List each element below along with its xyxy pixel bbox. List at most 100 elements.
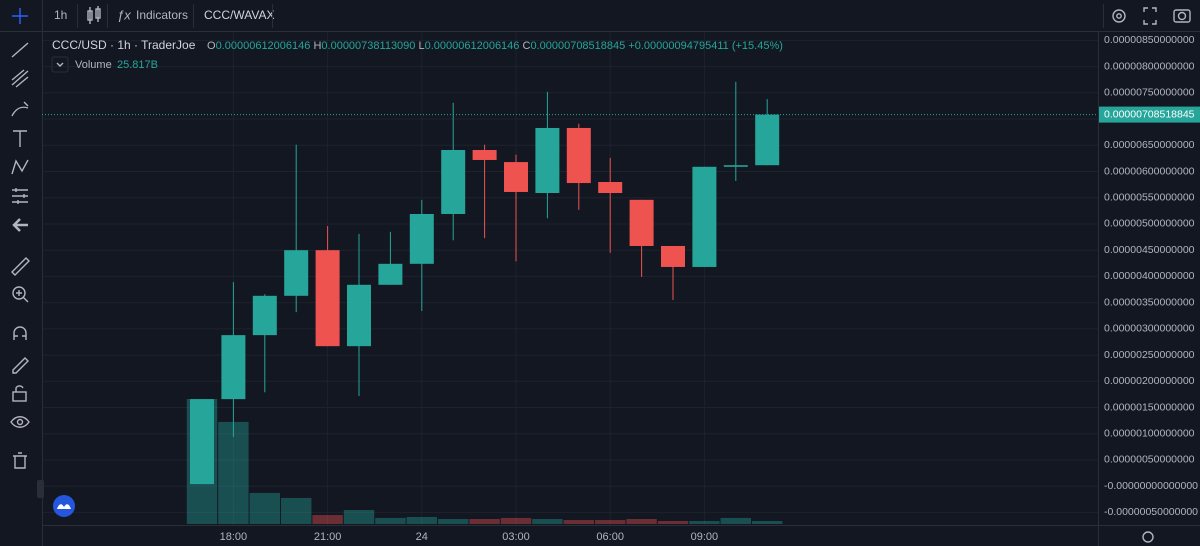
volume-bar	[595, 520, 626, 524]
fx-icon: ƒx	[117, 7, 131, 22]
series	[42, 81, 1098, 524]
fib-tool[interactable]	[11, 69, 29, 88]
sidebar-toggle[interactable]	[37, 480, 44, 498]
candle-body	[472, 150, 497, 160]
volume-bar	[218, 421, 249, 524]
x-tick-label: 03:00	[502, 531, 530, 543]
y-tick-label: 0.00000100000000	[1104, 428, 1195, 440]
volume-legend-value: 25.817B	[117, 59, 158, 71]
drawing-tools	[10, 8, 30, 469]
candle-body	[315, 250, 340, 347]
legend-change: +0.00000094795411	[628, 40, 732, 52]
volume-bar	[343, 510, 375, 524]
lock-tool[interactable]	[12, 391, 27, 402]
volume-bar	[720, 517, 751, 524]
brush-tool[interactable]	[11, 101, 29, 117]
volume-legend: Volume	[75, 59, 112, 71]
volume-bar	[375, 517, 406, 524]
legend-prefix: C	[522, 40, 530, 52]
legend-prefix: H	[313, 40, 321, 52]
y-tick-label: 0.00000600000000	[1104, 165, 1195, 177]
y-tick-label: -0.00000000000000	[1104, 480, 1198, 492]
y-tick-label: 0.00000200000000	[1104, 375, 1195, 387]
y-tick-label: 0.00000550000000	[1104, 192, 1195, 204]
crosshair-tool[interactable]	[12, 8, 28, 24]
x-tick-label: 18:00	[220, 531, 248, 543]
lock-drawing-tool[interactable]	[12, 357, 29, 374]
magnet-tool[interactable]	[13, 326, 27, 340]
legend-value: 0.00000612006146	[216, 40, 314, 52]
settings-button[interactable]	[1112, 9, 1126, 23]
legend-prefix: L	[418, 40, 424, 52]
y-tick-label: -0.00000050000000	[1104, 506, 1198, 518]
candle-body	[504, 162, 528, 192]
x-tick-label: 06:00	[596, 531, 624, 543]
indicators-button[interactable]: Indicators	[136, 8, 188, 22]
symbol-button[interactable]: CCC/WAVAX	[204, 8, 274, 22]
candle-body	[347, 284, 371, 347]
candle-body	[190, 399, 214, 485]
prediction-tool[interactable]	[12, 188, 28, 204]
y-tick-label: 0.00000350000000	[1104, 296, 1195, 308]
y-tick-label: 0.00000400000000	[1104, 270, 1195, 282]
axis-settings-button[interactable]	[1142, 531, 1154, 543]
candle-body	[252, 295, 277, 336]
ruler-tool[interactable]	[11, 257, 30, 276]
candle-body	[755, 114, 780, 166]
candle-body	[566, 127, 591, 184]
candle-body	[535, 127, 560, 194]
candle-body	[661, 245, 685, 267]
y-tick-label: 0.00000450000000	[1104, 244, 1195, 256]
interval-button[interactable]: 1h	[54, 8, 67, 22]
candle-body	[378, 263, 403, 285]
chart-title: CCC/USD · 1h · TraderJoe	[52, 38, 196, 52]
y-tick-label: 0.00000750000000	[1104, 87, 1195, 99]
grid	[42, 32, 1098, 525]
collapse-button[interactable]	[51, 56, 69, 73]
collapse-icon	[56, 62, 64, 67]
volume-bar	[249, 492, 280, 524]
y-tick-label: 0.00000500000000	[1104, 218, 1195, 230]
zoom-tool[interactable]	[12, 286, 26, 300]
candle-body	[441, 150, 466, 214]
x-tick-label: 24	[416, 531, 428, 543]
candle-type-button[interactable]	[87, 6, 101, 24]
pattern-tool[interactable]	[11, 159, 29, 175]
y-tick-label: 0.00000150000000	[1104, 401, 1195, 413]
volume-bar	[657, 520, 689, 524]
legend-prefix: O	[207, 40, 216, 52]
text-tool[interactable]	[13, 130, 27, 147]
candle-body	[629, 199, 654, 246]
volume-bar	[281, 497, 312, 524]
trendline-tool[interactable]	[11, 42, 29, 58]
x-tick-label: 09:00	[691, 531, 719, 543]
legend-value: 0.00000708518845	[530, 40, 628, 52]
volume-bar	[500, 517, 532, 524]
candle-body	[598, 181, 623, 194]
last-price-label: 0.00000708518845	[1104, 108, 1195, 120]
candle-body	[723, 165, 748, 167]
volume-bar	[312, 515, 343, 524]
volume-bar	[689, 520, 720, 524]
fullscreen-button[interactable]	[1143, 7, 1157, 25]
volume-bar	[626, 519, 657, 524]
logo	[53, 495, 75, 517]
visibility-tool[interactable]	[10, 416, 30, 428]
y-tick-label: 0.00000850000000	[1104, 34, 1195, 46]
x-tick-label: 21:00	[314, 531, 342, 543]
snapshot-button[interactable]	[1173, 9, 1191, 23]
candle-body	[409, 213, 434, 264]
legend-value: 0.00000738113090	[321, 40, 418, 52]
back-tool[interactable]	[12, 218, 28, 232]
legend-value: 0.00000612006146	[425, 40, 523, 52]
volume-bar	[532, 519, 563, 524]
y-tick-label: 0.00000250000000	[1104, 349, 1195, 361]
y-tick-label: 0.00000050000000	[1104, 454, 1195, 466]
remove-tool[interactable]	[13, 452, 27, 469]
candle-body	[221, 335, 246, 400]
volume-bar	[406, 517, 437, 524]
y-tick-label: 0.00000650000000	[1104, 139, 1195, 151]
volume-bar	[752, 520, 783, 524]
last-price-badge	[1099, 106, 1200, 123]
